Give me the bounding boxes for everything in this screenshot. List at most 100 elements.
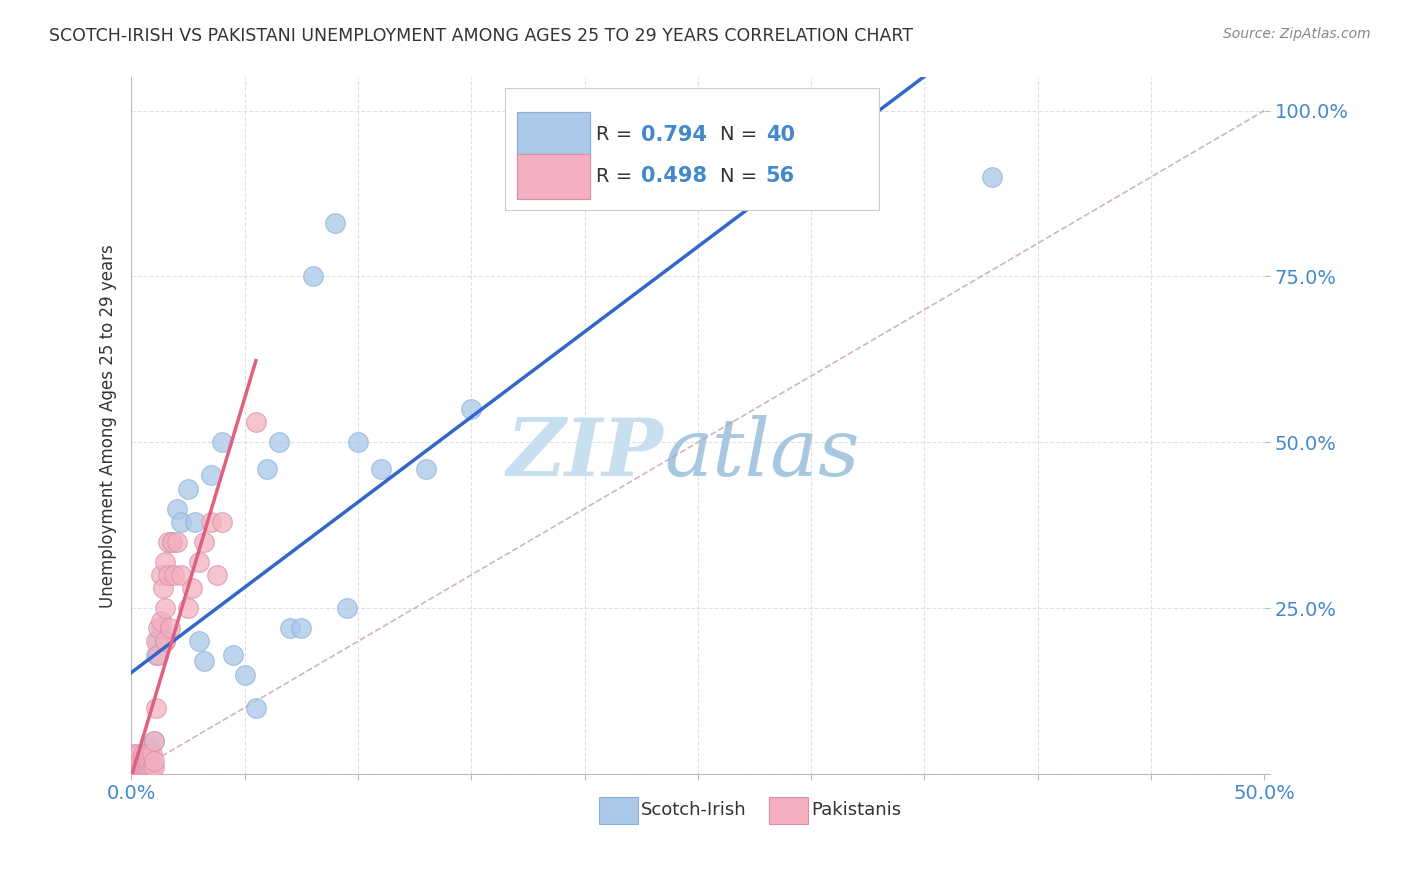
Point (138, 740, 160, 755)
Point (134, 760, 156, 774)
Point (301, 269, 323, 284)
FancyBboxPatch shape (516, 112, 591, 158)
Point (155, 634, 177, 648)
Point (207, 568, 229, 582)
Point (159, 621, 181, 635)
Text: ZIP: ZIP (508, 415, 664, 492)
Point (127, 760, 149, 774)
Point (177, 601, 200, 615)
Point (125, 754, 148, 768)
Point (127, 760, 149, 774)
Point (134, 754, 156, 768)
Text: 40: 40 (766, 125, 794, 145)
FancyBboxPatch shape (769, 797, 807, 824)
Point (211, 435, 233, 450)
Point (148, 621, 170, 635)
Point (188, 634, 211, 648)
Point (125, 760, 148, 774)
Point (370, 462, 392, 476)
Point (166, 534, 188, 549)
Text: Source: ZipAtlas.com: Source: ZipAtlas.com (1223, 27, 1371, 41)
Point (222, 648, 245, 662)
Point (323, 216, 346, 230)
Text: R =: R = (596, 167, 638, 186)
Point (233, 667, 256, 681)
Point (131, 760, 153, 774)
Point (148, 634, 170, 648)
Point (142, 760, 165, 774)
Point (142, 734, 165, 748)
Point (155, 601, 177, 615)
Point (245, 416, 267, 430)
Point (136, 754, 159, 768)
Point (131, 764, 153, 778)
Point (138, 747, 160, 761)
Point (138, 754, 160, 768)
Point (129, 760, 152, 774)
Point (131, 754, 153, 768)
Text: 56: 56 (766, 166, 794, 186)
Point (141, 760, 163, 774)
Text: R =: R = (596, 125, 638, 145)
Point (177, 482, 200, 496)
Point (200, 515, 222, 529)
Text: SCOTCH-IRISH VS PAKISTANI UNEMPLOYMENT AMONG AGES 25 TO 29 YEARS CORRELATION CHA: SCOTCH-IRISH VS PAKISTANI UNEMPLOYMENT A… (49, 27, 914, 45)
Point (245, 700, 267, 714)
Text: atlas: atlas (664, 415, 859, 492)
Point (129, 764, 152, 778)
Point (142, 754, 165, 768)
Point (148, 648, 170, 662)
Point (127, 747, 149, 761)
Text: N =: N = (720, 167, 763, 186)
Point (156, 534, 179, 549)
Point (142, 734, 165, 748)
Point (170, 568, 193, 582)
Point (155, 555, 177, 569)
Point (127, 754, 149, 768)
Point (347, 435, 370, 450)
Point (183, 515, 205, 529)
Text: 0.794: 0.794 (641, 125, 707, 145)
Point (160, 534, 183, 549)
Point (122, 764, 145, 778)
Point (156, 568, 179, 582)
Point (125, 760, 148, 774)
Point (125, 764, 148, 778)
Point (129, 754, 152, 768)
Point (160, 534, 183, 549)
Point (181, 581, 204, 595)
Point (290, 621, 312, 635)
Text: 0.498: 0.498 (641, 166, 707, 186)
Point (145, 634, 167, 648)
Point (125, 754, 148, 768)
Point (193, 534, 215, 549)
Point (267, 435, 290, 450)
FancyBboxPatch shape (516, 154, 591, 199)
Point (131, 747, 153, 761)
Point (134, 747, 156, 761)
Point (460, 402, 482, 417)
Point (149, 568, 172, 582)
Point (141, 747, 163, 761)
Point (145, 648, 167, 662)
FancyBboxPatch shape (599, 797, 638, 824)
Point (188, 555, 211, 569)
Point (845, 103, 868, 118)
Point (152, 581, 174, 595)
Point (134, 764, 156, 778)
Point (166, 501, 188, 516)
Point (278, 621, 301, 635)
Point (155, 634, 177, 648)
Point (335, 601, 357, 615)
Point (149, 615, 172, 629)
Text: N =: N = (720, 125, 763, 145)
Point (145, 700, 167, 714)
Point (136, 760, 159, 774)
Point (415, 462, 437, 476)
Point (122, 754, 145, 768)
Point (122, 760, 145, 774)
Y-axis label: Unemployment Among Ages 25 to 29 years: Unemployment Among Ages 25 to 29 years (100, 244, 117, 607)
Text: Scotch-Irish: Scotch-Irish (641, 801, 747, 819)
Point (163, 568, 186, 582)
Point (211, 515, 233, 529)
